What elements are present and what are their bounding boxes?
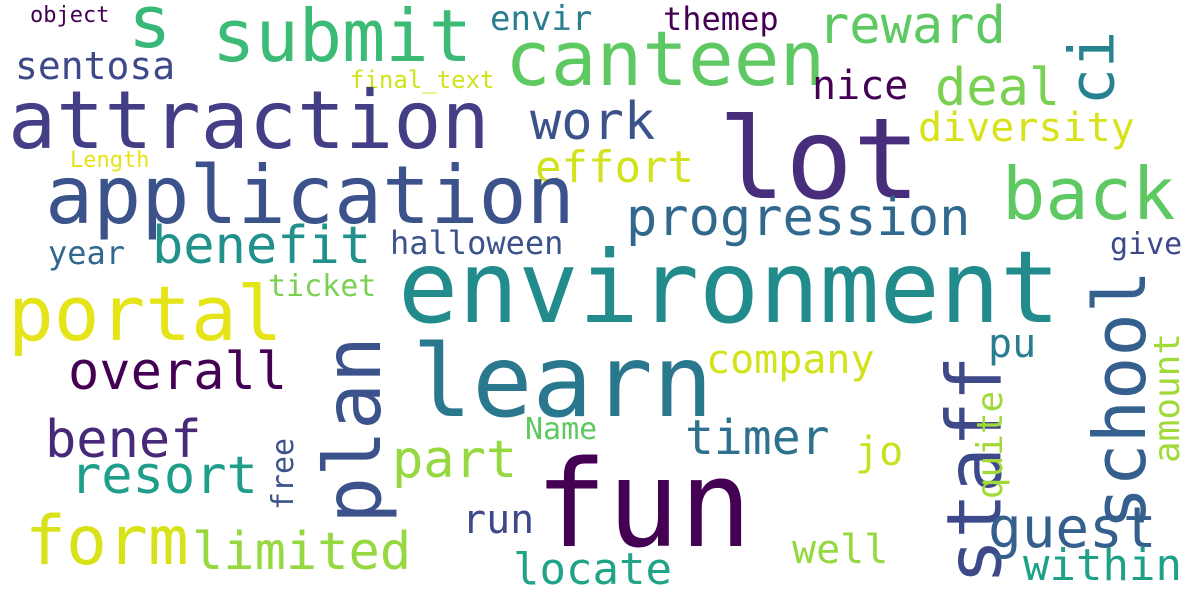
word-part: part [392,430,518,490]
word-pu: pu [988,321,1037,367]
word-overall: overall [68,342,288,402]
word-diversity: diversity [918,105,1135,151]
word-run: run [462,497,535,543]
word-locate: locate [513,544,672,595]
word-within: within [1023,540,1182,591]
word-final-text: final_text [350,66,495,94]
word-s: s [128,0,172,64]
word-year: year [48,234,126,272]
word-benef: benef [45,410,202,470]
word-effort: effort [535,142,694,193]
word-name: Name [525,412,598,447]
word-progression: progression [626,188,971,248]
word-fun: fun [535,436,752,575]
word-halloween: halloween [390,224,564,262]
word-attraction: attraction [8,74,490,167]
word-resort: resort [70,446,258,506]
word-company: company [706,337,875,383]
word-form: form [25,502,189,581]
word-plan: plan [308,336,399,524]
word-learn: learn [412,323,714,440]
word-back: back [1002,152,1176,236]
word-benefit: benefit [152,216,372,276]
word-lot: lot [718,95,921,225]
word-ticket: ticket [268,269,377,304]
word-submit: submit [212,0,473,78]
word-work: work [530,92,656,152]
word-sentosa: sentosa [15,44,176,88]
word-quite: quite [970,390,1012,500]
word-limited: limited [192,522,412,582]
word-jo: jo [855,429,904,475]
word-environment: environment [398,229,1061,346]
word-give: give [1110,227,1183,262]
word-object: object [30,3,110,28]
word-nice: nice [812,63,909,109]
word-school: school [1078,269,1163,531]
word-length: Length [70,148,150,173]
word-guest: guest [988,496,1157,561]
word-timer: timer [685,410,830,466]
word-ci: ci [1055,30,1129,106]
word-free: free [266,437,302,511]
word-deal: deal [935,58,1061,118]
word-themep: themep [663,0,779,38]
word-envir: envir [490,0,593,39]
word-portal: portal [8,269,283,358]
word-well: well [792,527,889,573]
word-amount: amount [1147,332,1189,464]
word-application: application [45,149,575,242]
word-canteen: canteen [505,14,826,103]
word-reward: reward [818,0,1006,56]
